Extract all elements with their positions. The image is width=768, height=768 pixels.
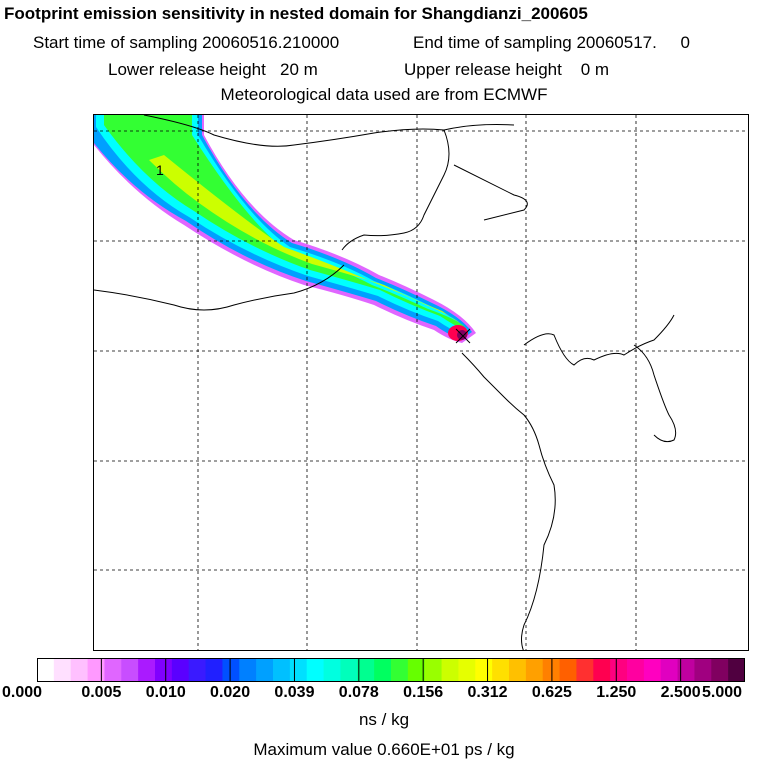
colorbar-swatch xyxy=(509,658,527,682)
colorbar-swatch xyxy=(391,658,409,682)
colorbar-swatch xyxy=(256,658,274,682)
colorbar-swatch xyxy=(138,658,156,682)
colorbar-swatch xyxy=(677,658,695,682)
map-title: Footprint emission sensitivity in nested… xyxy=(4,4,588,23)
colorbar-swatch xyxy=(407,658,426,682)
colorbar-swatch xyxy=(610,658,628,682)
colorbar-tick-label: 0.156 xyxy=(403,684,444,701)
colorbar-swatch xyxy=(222,658,240,682)
colorbar-swatch xyxy=(441,658,459,682)
colorbar-swatch xyxy=(694,658,712,682)
colorbar-swatch xyxy=(104,658,122,682)
graticule xyxy=(94,115,748,650)
upper-release-label: Upper release height 0 m xyxy=(404,60,610,79)
colorbar-tick-label: 1.250 xyxy=(596,684,637,701)
colorbar-tick-label: 0.000 xyxy=(1,684,43,701)
colorbar-swatch xyxy=(289,658,308,682)
colorbar-swatch xyxy=(711,658,729,682)
colorbar-swatch xyxy=(374,658,392,682)
colorbar-tick-label: 0.078 xyxy=(338,684,379,701)
colorbar-swatch xyxy=(155,658,173,682)
colorbar-swatch xyxy=(205,658,223,682)
colorbar-tick-label: 0.312 xyxy=(467,684,508,701)
colorbar-swatch xyxy=(525,658,544,682)
colorbar-swatch xyxy=(593,658,611,682)
colorbar-swatch xyxy=(424,658,443,682)
colorbar-tick-label: 2.500 xyxy=(660,684,701,701)
lower-release-label: Lower release height 20 m xyxy=(108,60,318,79)
colorbar-swatch xyxy=(627,658,645,682)
colorbar xyxy=(37,658,745,682)
colorbar-swatch xyxy=(171,658,190,682)
plume-green xyxy=(104,115,464,329)
max-value-label: Maximum value 0.660E+01 ps / kg xyxy=(253,740,515,759)
colorbar-swatch xyxy=(121,658,139,682)
colorbar-swatch xyxy=(559,658,577,682)
station-marker xyxy=(455,328,471,344)
colorbar-tick-label: 0.625 xyxy=(531,684,572,701)
colorbar-swatch xyxy=(340,658,358,682)
colorbar-swatch xyxy=(492,658,510,682)
colorbar-tick-label: 0.005 xyxy=(81,684,122,701)
colorbar-tick-label: 5.000 xyxy=(701,684,743,701)
colorbar-swatch xyxy=(576,658,594,682)
end-time-label: End time of sampling 20060517. 0 xyxy=(413,33,690,52)
colorbar-swatch xyxy=(37,658,55,682)
colorbar-border xyxy=(37,658,745,682)
plume xyxy=(94,115,476,343)
unit-label: ns / kg xyxy=(358,710,410,729)
colorbar-swatch xyxy=(643,658,662,682)
start-time-label: Start time of sampling 20060516.210000 xyxy=(33,33,340,52)
colorbar-tick-label: 0.039 xyxy=(274,684,315,701)
colorbar-swatch xyxy=(323,658,341,682)
colorbar-swatch xyxy=(239,658,257,682)
colorbar-swatch xyxy=(70,658,89,682)
colorbar-tick-label: 0.020 xyxy=(210,684,251,701)
colorbar-swatch xyxy=(87,658,105,682)
colorbar-swatch xyxy=(357,658,375,682)
colorbar-swatch xyxy=(306,658,325,682)
map-canvas: 1 xyxy=(94,115,748,650)
met-data-label: Meteorological data used are from ECMWF xyxy=(220,85,548,104)
colorbar-swatch xyxy=(728,658,745,682)
colorbar-swatch xyxy=(273,658,291,682)
plume-yellow-green xyxy=(149,155,460,323)
plume-label: 1 xyxy=(156,162,164,178)
colorbar-swatch xyxy=(542,658,561,682)
colorbar-swatch xyxy=(188,658,207,682)
colorbar-tick-label: 0.010 xyxy=(145,684,186,701)
map-panel: 1 xyxy=(93,114,749,651)
colorbar-swatch xyxy=(660,658,679,682)
colorbar-swatch xyxy=(475,658,493,682)
colorbar-swatch xyxy=(53,658,72,682)
colorbar-swatch xyxy=(458,658,476,682)
